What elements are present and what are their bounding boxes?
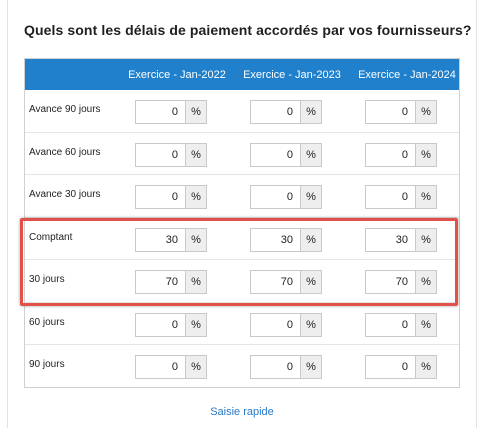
percent-input[interactable]: 0 xyxy=(365,185,415,209)
percent-input[interactable]: 30 xyxy=(135,228,185,252)
percent-input[interactable]: 0 xyxy=(365,143,415,167)
percent-field[interactable]: 0 % xyxy=(365,355,437,379)
percent-input[interactable]: 0 xyxy=(250,313,300,337)
percent-unit: % xyxy=(300,185,322,209)
percent-field[interactable]: 0 % xyxy=(365,185,437,209)
row-label: Avance 60 jours xyxy=(29,147,101,158)
table-header: Exercice - Jan-2022 Exercice - Jan-2023 … xyxy=(25,59,459,90)
percent-field[interactable]: 0 % xyxy=(365,143,437,167)
percent-input[interactable]: 70 xyxy=(135,270,185,294)
percent-field[interactable]: 0 % xyxy=(250,185,322,209)
percent-input[interactable]: 0 xyxy=(135,355,185,379)
percent-field[interactable]: 0 % xyxy=(135,355,207,379)
percent-unit: % xyxy=(415,100,437,124)
percent-input[interactable]: 0 xyxy=(250,100,300,124)
percent-field[interactable]: 0 % xyxy=(135,100,207,124)
percent-field[interactable]: 0 % xyxy=(250,100,322,124)
percent-field[interactable]: 70 % xyxy=(365,270,437,294)
percent-input[interactable]: 0 xyxy=(250,185,300,209)
percent-unit: % xyxy=(415,185,437,209)
percent-field[interactable]: 0 % xyxy=(135,143,207,167)
percent-field[interactable]: 70 % xyxy=(250,270,322,294)
percent-field[interactable]: 0 % xyxy=(365,313,437,337)
percent-unit: % xyxy=(300,228,322,252)
percent-input[interactable]: 0 xyxy=(135,100,185,124)
row-label: 30 jours xyxy=(29,274,65,285)
percent-field[interactable]: 0 % xyxy=(135,185,207,209)
percent-field[interactable]: 0 % xyxy=(250,143,322,167)
percent-field[interactable]: 70 % xyxy=(135,270,207,294)
percent-field[interactable]: 0 % xyxy=(135,313,207,337)
payment-terms-table: Exercice - Jan-2022 Exercice - Jan-2023 … xyxy=(24,58,460,388)
percent-unit: % xyxy=(300,100,322,124)
percent-unit: % xyxy=(300,143,322,167)
quick-entry-link[interactable]: Saisie rapide xyxy=(210,406,274,418)
percent-unit: % xyxy=(185,313,207,337)
percent-input[interactable]: 30 xyxy=(365,228,415,252)
percent-field[interactable]: 30 % xyxy=(135,228,207,252)
row-label: 90 jours xyxy=(29,359,65,370)
row-label: Comptant xyxy=(29,232,73,243)
percent-input[interactable]: 0 xyxy=(135,185,185,209)
percent-input[interactable]: 0 xyxy=(250,355,300,379)
column-header-2023: Exercice - Jan-2023 xyxy=(243,69,341,81)
percent-unit: % xyxy=(415,270,437,294)
percent-input[interactable]: 0 xyxy=(135,313,185,337)
percent-unit: % xyxy=(300,355,322,379)
percent-input[interactable]: 0 xyxy=(135,143,185,167)
percent-field[interactable]: 0 % xyxy=(250,355,322,379)
percent-unit: % xyxy=(300,270,322,294)
column-header-2022: Exercice - Jan-2022 xyxy=(128,69,226,81)
table-row: Comptant 30 % 30 % 30 % xyxy=(25,217,459,259)
percent-field[interactable]: 0 % xyxy=(250,313,322,337)
table-row: Avance 90 jours 0 % 0 % 0 % xyxy=(25,90,459,132)
percent-input[interactable]: 70 xyxy=(250,270,300,294)
percent-field[interactable]: 30 % xyxy=(365,228,437,252)
table-row: 30 jours 70 % 70 % 70 % xyxy=(25,259,459,301)
table-row: Avance 30 jours 0 % 0 % 0 % xyxy=(25,174,459,216)
row-label: Avance 90 jours xyxy=(29,104,101,115)
percent-unit: % xyxy=(185,185,207,209)
percent-unit: % xyxy=(185,143,207,167)
percent-unit: % xyxy=(415,228,437,252)
percent-input[interactable]: 30 xyxy=(250,228,300,252)
row-label: Avance 30 jours xyxy=(29,189,101,200)
percent-unit: % xyxy=(415,313,437,337)
percent-unit: % xyxy=(300,313,322,337)
table-row: Avance 60 jours 0 % 0 % 0 % xyxy=(25,132,459,174)
question-title: Quels sont les délais de paiement accord… xyxy=(24,22,472,38)
percent-unit: % xyxy=(185,228,207,252)
row-label: 60 jours xyxy=(29,317,65,328)
table-row: 90 jours 0 % 0 % 0 % xyxy=(25,344,459,386)
percent-input[interactable]: 0 xyxy=(250,143,300,167)
percent-input[interactable]: 0 xyxy=(365,100,415,124)
percent-input[interactable]: 70 xyxy=(365,270,415,294)
percent-unit: % xyxy=(415,355,437,379)
percent-unit: % xyxy=(415,143,437,167)
column-header-2024: Exercice - Jan-2024 xyxy=(358,69,456,81)
percent-field[interactable]: 0 % xyxy=(365,100,437,124)
percent-unit: % xyxy=(185,270,207,294)
percent-input[interactable]: 0 xyxy=(365,355,415,379)
table-row: 60 jours 0 % 0 % 0 % xyxy=(25,302,459,344)
percent-unit: % xyxy=(185,100,207,124)
percent-unit: % xyxy=(185,355,207,379)
percent-field[interactable]: 30 % xyxy=(250,228,322,252)
percent-input[interactable]: 0 xyxy=(365,313,415,337)
